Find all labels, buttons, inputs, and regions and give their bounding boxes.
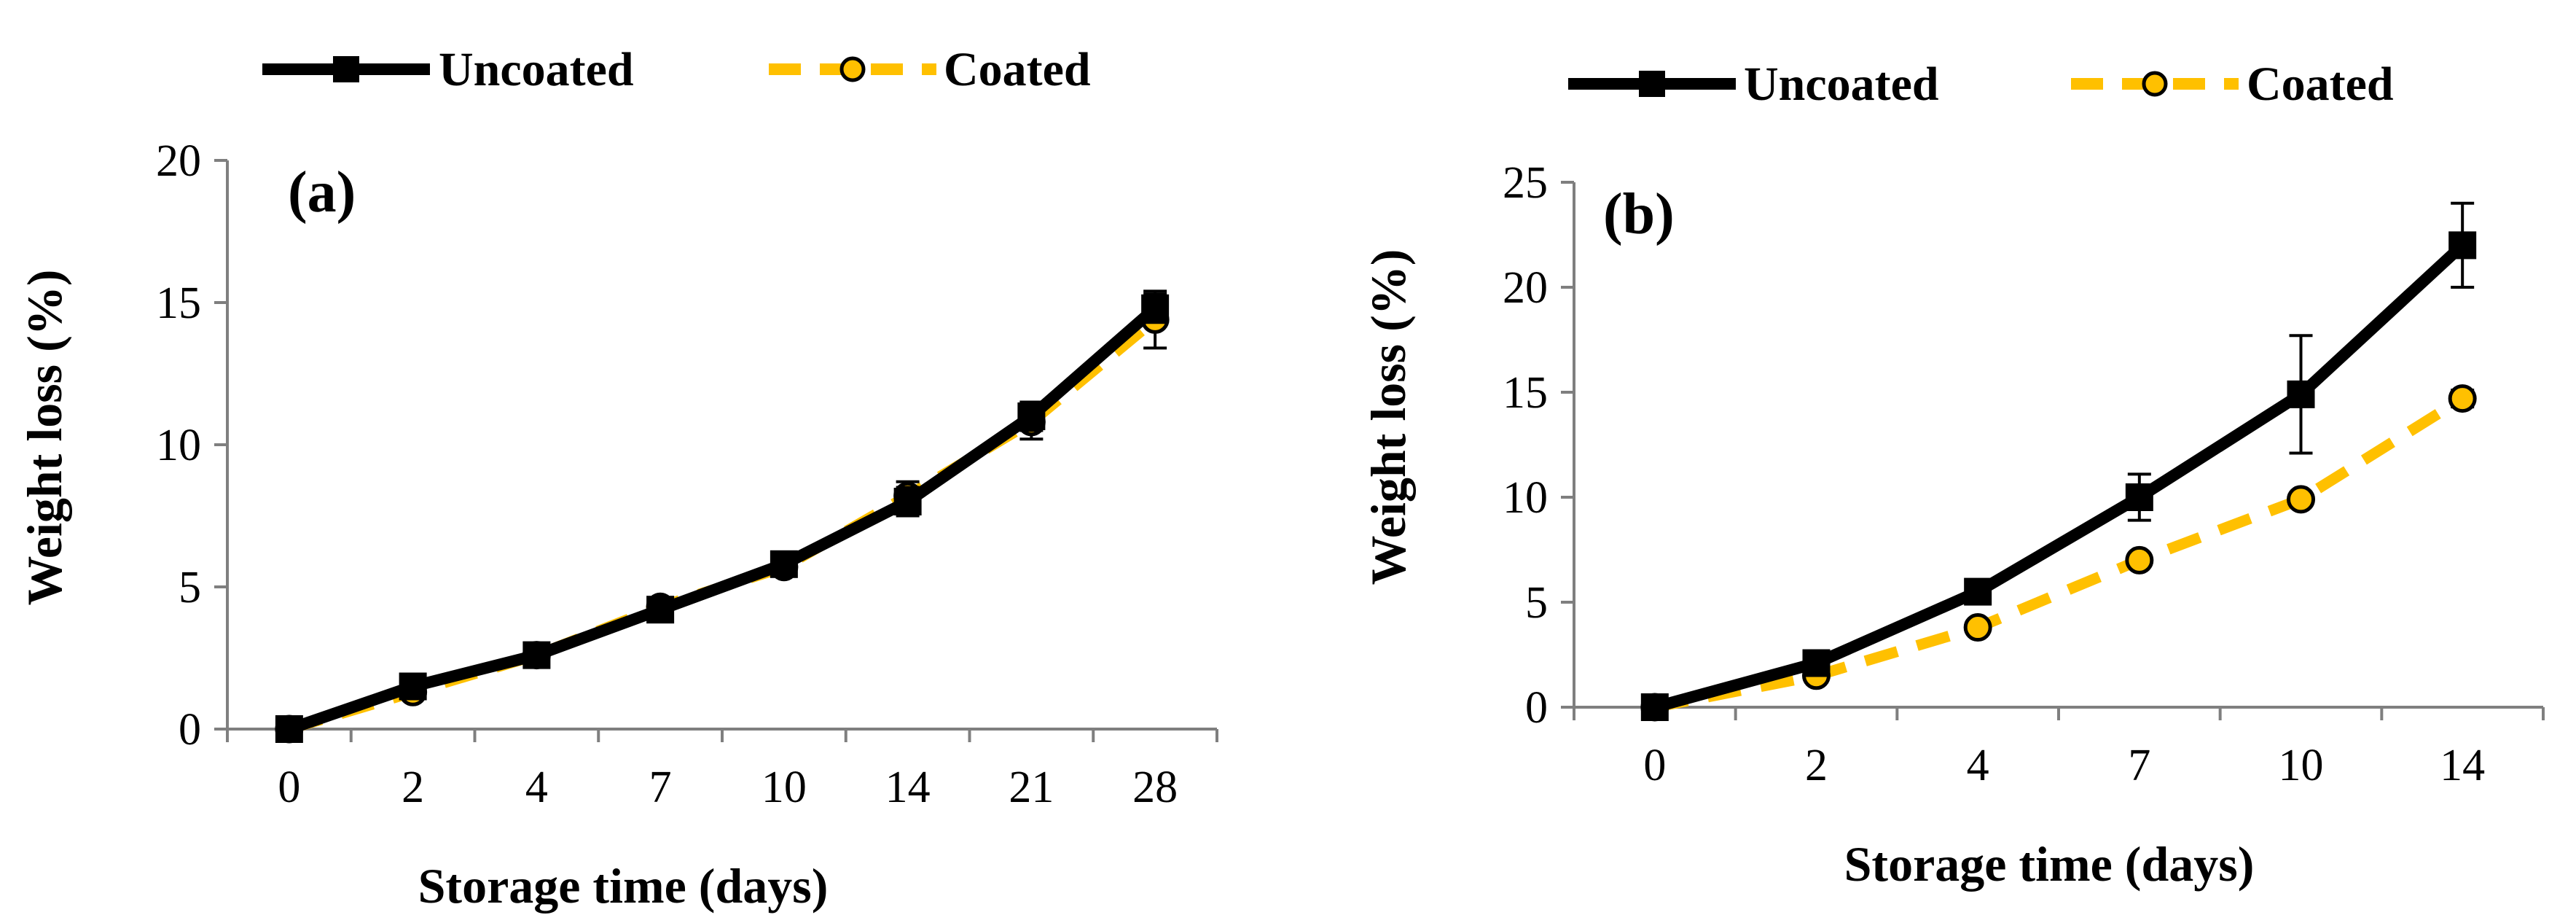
chart-panel-a: Uncoated Coated (a) Storage time (days) … [17, 43, 1218, 914]
data-point-coated [2287, 485, 2315, 514]
x-tick-label: 14 [885, 763, 931, 812]
series-line-uncoated [1653, 241, 2467, 713]
legend-item-coated: Coated [769, 43, 1091, 96]
panel-label: (b) [1603, 182, 1675, 246]
x-tick-label: 28 [1132, 763, 1178, 812]
series-line-uncoated [287, 303, 1159, 735]
legend-marker-square [1639, 71, 1665, 97]
data-point-uncoated [1802, 649, 1831, 677]
x-tick-label: 0 [1643, 741, 1666, 790]
data-point-uncoated [770, 550, 798, 578]
data-point-uncoated [1640, 693, 1669, 721]
y-tick-label: 5 [1525, 578, 1548, 628]
x-tick-label: 0 [278, 763, 300, 812]
legend-label-uncoated: Uncoated [1744, 58, 1939, 111]
legend-marker-square [333, 56, 359, 82]
legend-item-coated: Coated [2071, 58, 2394, 111]
y-axis-title: Weight loss (%) [1361, 249, 1416, 585]
x-axis-title: Storage time (days) [1844, 836, 2255, 892]
y-tick-label: 10 [1503, 473, 1548, 523]
series-line-coated [1653, 394, 2466, 713]
x-tick-label: 2 [1805, 741, 1828, 790]
y-tick-label: 0 [1525, 683, 1548, 733]
data-point-uncoated [1017, 402, 1046, 430]
data-point-uncoated [893, 488, 922, 515]
y-tick-label: 15 [1503, 368, 1548, 418]
legend-item-uncoated: Uncoated [262, 43, 634, 96]
y-tick-label: 15 [156, 279, 201, 328]
data-point-uncoated [399, 672, 427, 701]
y-tick-label: 10 [156, 421, 201, 470]
legend-label-uncoated: Uncoated [439, 43, 634, 96]
legend-label-coated: Coated [2247, 58, 2394, 111]
x-tick-label: 2 [402, 763, 424, 812]
chart-panel-b: Uncoated Coated (b) Storage time (days) … [1361, 58, 2545, 892]
y-tick-label: 5 [179, 563, 201, 612]
axes: 0 5 10 15 20 0 2 4 7 10 14 21 28 [156, 136, 1218, 812]
x-tick-label: 10 [2279, 741, 2324, 790]
data-point-uncoated [522, 641, 551, 669]
legend: Uncoated Coated [262, 43, 1091, 96]
legend-label-coated: Coated [944, 43, 1091, 96]
panel-label: (a) [288, 160, 356, 225]
y-tick-label: 25 [1503, 158, 1548, 208]
y-tick-label: 20 [156, 136, 201, 186]
legend-item-uncoated: Uncoated [1568, 58, 1939, 111]
data-point-coated [2125, 545, 2154, 575]
y-tick-label: 0 [179, 705, 201, 755]
x-tick-label: 4 [525, 763, 548, 812]
data-point-uncoated [2125, 483, 2153, 511]
legend-marker-circle [2142, 71, 2168, 97]
series-coated [1640, 384, 2477, 722]
legend-marker-circle [839, 56, 866, 82]
x-tick-label: 10 [762, 763, 807, 812]
data-point-uncoated [646, 596, 675, 624]
data-point-uncoated [1964, 577, 1992, 606]
x-tick-label: 14 [2440, 741, 2485, 790]
axes: 0 5 10 15 20 25 0 2 4 7 10 14 [1503, 158, 2545, 790]
x-tick-label: 7 [2128, 741, 2150, 790]
x-axis-title: Storage time (days) [418, 858, 829, 914]
data-point-uncoated [2287, 380, 2315, 408]
series-uncoated [275, 292, 1170, 743]
x-tick-label: 21 [1009, 763, 1054, 812]
legend: Uncoated Coated [1568, 58, 2394, 111]
data-point-coated [1963, 613, 1992, 642]
series-line-coated [287, 315, 1159, 735]
data-point-uncoated [2448, 231, 2477, 260]
x-tick-label: 7 [649, 763, 672, 812]
data-point-uncoated [275, 715, 303, 743]
data-point-uncoated [1141, 294, 1170, 322]
y-axis-title: Weight loss (%) [17, 270, 72, 606]
x-tick-label: 4 [1967, 741, 1989, 790]
series-uncoated [1640, 201, 2477, 721]
y-tick-label: 20 [1503, 263, 1548, 313]
data-point-coated [2448, 384, 2477, 413]
